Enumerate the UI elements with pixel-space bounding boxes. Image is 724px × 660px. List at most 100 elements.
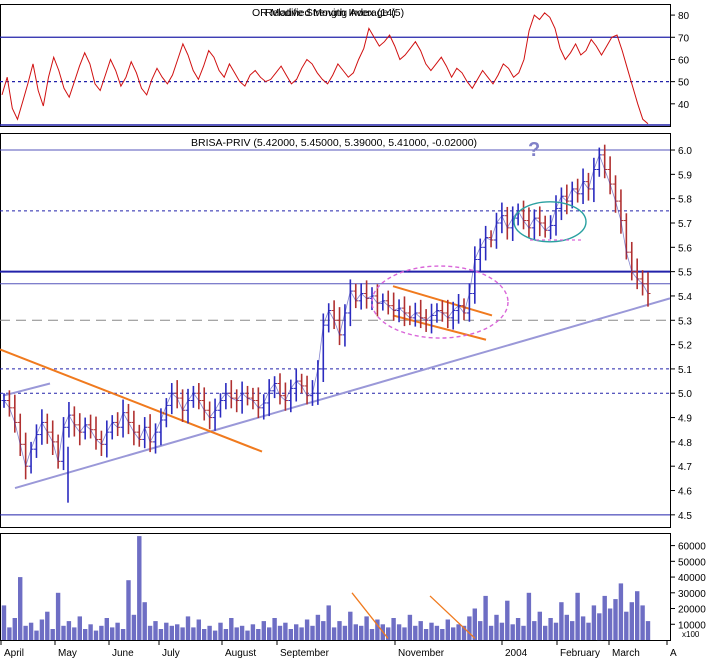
volume-bar	[586, 622, 591, 640]
volume-bar	[591, 605, 597, 640]
x-axis-label: March	[612, 648, 640, 659]
volume-bar	[299, 627, 304, 640]
price-tick-label: 6.0	[678, 146, 692, 157]
x-axis-label: February	[560, 648, 600, 659]
price-tick-label: 5.1	[678, 365, 692, 376]
volume-bar	[234, 627, 239, 640]
volume-bar	[494, 614, 499, 640]
volume-bar	[99, 625, 104, 640]
volume-bar	[158, 629, 164, 640]
volume-bar	[624, 611, 629, 640]
volume-bar	[499, 622, 505, 640]
volume-bar	[277, 625, 283, 640]
volume-bar	[23, 625, 28, 640]
volume-bar	[310, 625, 315, 640]
volume-bar	[267, 627, 272, 640]
price-tick-label: 5.3	[678, 316, 692, 327]
price-tick-label: 5.4	[678, 292, 692, 303]
volume-bar	[353, 624, 358, 640]
volume-bar	[315, 614, 321, 640]
rsi-tick-label: 70	[678, 33, 690, 44]
price-tick-label: 4.5	[678, 511, 692, 522]
volume-bar	[202, 629, 207, 640]
volume-bar	[88, 624, 93, 640]
volume-bar	[434, 625, 440, 640]
volume-bar	[553, 622, 559, 640]
volume-bar	[359, 625, 364, 640]
volume-trend-annotation	[429, 595, 476, 639]
volume-tick-label: 40000	[678, 573, 706, 584]
volume-bar	[364, 616, 369, 640]
rsi-overlay-label: OR Modified Moving Average (5)	[252, 7, 404, 19]
volume-bar	[261, 621, 266, 640]
volume-tick-label: 60000	[678, 542, 706, 553]
volume-bar	[559, 602, 564, 640]
volume-bar	[104, 618, 109, 640]
volume-bar	[45, 611, 50, 640]
volume-bar	[304, 619, 310, 640]
rsi-tick-label: 40	[678, 100, 690, 111]
price-tick-label: 4.9	[678, 414, 692, 425]
volume-bar	[185, 616, 191, 640]
volume-bar	[445, 619, 450, 640]
price-panel-frame	[0, 133, 671, 528]
price-tick-label: 5.5	[678, 268, 692, 279]
x-axis-label: September	[280, 648, 330, 659]
volume-bar	[137, 536, 142, 640]
volume-bar	[83, 629, 88, 640]
volume-bar	[191, 627, 196, 640]
volume-bar	[597, 613, 602, 641]
price-tick-label: 5.9	[678, 170, 692, 181]
price-tick-label: 5.2	[678, 341, 692, 352]
rsi-tick-label: 60	[678, 55, 690, 66]
volume-bar	[451, 627, 456, 640]
volume-bar	[12, 618, 17, 640]
support-trendline	[14, 297, 671, 490]
volume-bar	[28, 622, 34, 640]
volume-bar	[456, 624, 461, 640]
volume-bar	[423, 629, 429, 640]
volume-bar	[575, 592, 580, 640]
volume-bar	[478, 621, 483, 640]
volume-bar	[570, 621, 575, 640]
volume-bar	[564, 614, 569, 640]
rsi-tick-label: 80	[678, 11, 690, 22]
volume-bar	[272, 618, 277, 640]
volume-bar	[391, 618, 396, 640]
volume-bar	[375, 619, 380, 640]
volume-bar	[18, 577, 23, 640]
volume-unit-label: x100	[682, 630, 700, 639]
price-tick-label: 5.6	[678, 243, 692, 254]
volume-bar	[1, 605, 7, 640]
price-close-line	[3, 153, 649, 468]
volume-bar	[239, 625, 245, 640]
volume-bar	[505, 600, 510, 640]
volume-bar	[402, 627, 407, 640]
volume-bar	[207, 625, 212, 640]
volume-bar	[131, 614, 137, 640]
volume-bar	[120, 629, 126, 640]
volume-bar	[326, 605, 331, 640]
rsi-tick-label: 50	[678, 78, 690, 89]
volume-bar	[602, 595, 607, 640]
volume-bar	[223, 629, 229, 640]
flag-pattern-ellipse	[371, 265, 509, 339]
volume-bar	[34, 630, 39, 640]
volume-bar	[7, 627, 12, 640]
volume-bar	[537, 611, 542, 640]
volume-bar	[613, 599, 618, 640]
volume-bar	[429, 622, 434, 640]
volume-bar	[396, 624, 402, 640]
price-tick-label: 4.8	[678, 438, 692, 449]
volume-bar	[618, 583, 624, 640]
x-axis-label: 2004	[505, 648, 528, 659]
volume-bar	[126, 580, 131, 640]
volume-panel-frame	[0, 533, 671, 641]
volume-bar	[418, 621, 423, 640]
volume-bar	[440, 629, 445, 640]
price-tick-label: 4.6	[678, 487, 692, 498]
x-axis-label: April	[4, 648, 24, 659]
volume-bar	[61, 625, 66, 640]
volume-bar	[635, 591, 640, 640]
